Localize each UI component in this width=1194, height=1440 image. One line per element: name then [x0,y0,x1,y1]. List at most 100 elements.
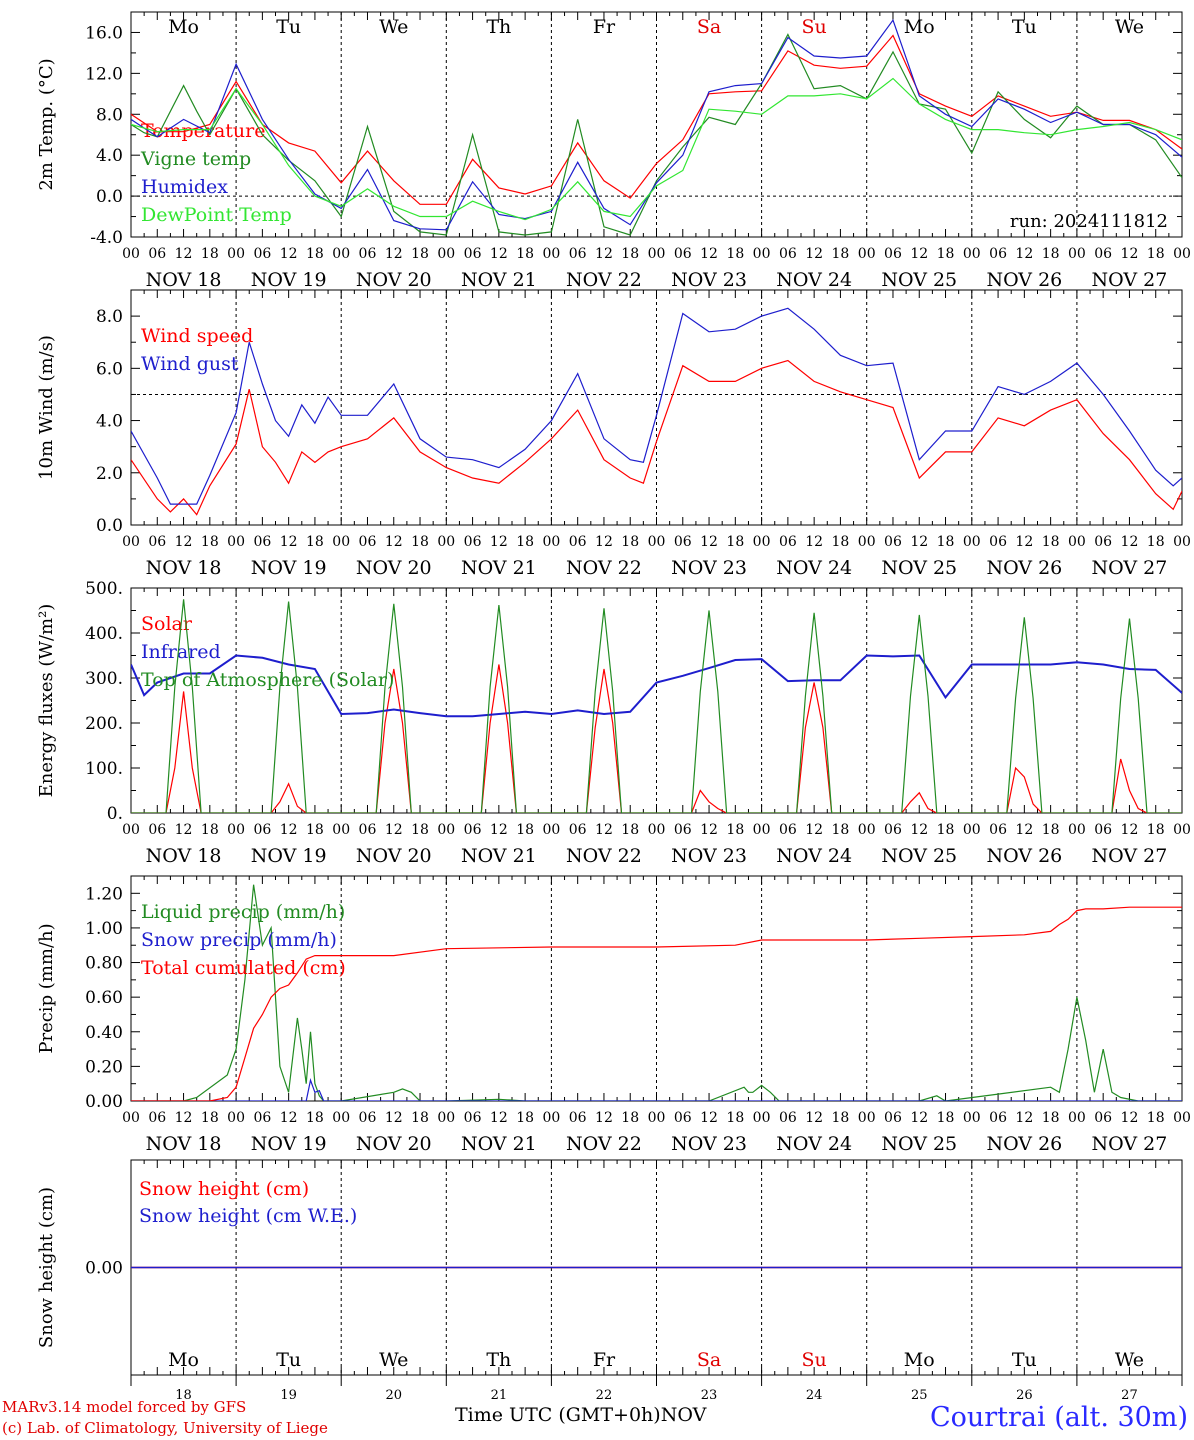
series-line-snow-precip-mm-h- [131,1078,1182,1101]
hour-label: 06 [884,534,902,550]
hour-label: 00 [753,822,771,838]
hour-label: 00 [1068,534,1086,550]
hour-label: 18 [1042,1110,1060,1126]
weekday-label-bottom: We [379,1349,408,1371]
weekday-label-top: We [379,16,408,38]
hour-label: 00 [542,1110,560,1126]
hour-label: 06 [884,246,902,262]
hour-label: 12 [385,534,403,550]
hour-label: 18 [832,246,850,262]
date-label: NOV 18 [146,557,222,579]
date-label: NOV 24 [776,557,852,579]
hour-label: 12 [805,534,823,550]
hour-label: 06 [253,534,271,550]
date-label: NOV 22 [566,1133,642,1155]
hour-label: 00 [437,822,455,838]
hour-label: 18 [937,534,955,550]
hour-label: 00 [753,1110,771,1126]
series-line-dewpoint-temp [131,77,1182,221]
hour-label: 18 [621,1110,639,1126]
date-label: NOV 24 [776,1133,852,1155]
hour-label: 06 [253,822,271,838]
y-tick-label: 0.00 [85,1259,123,1279]
hour-label: 18 [937,246,955,262]
date-label: NOV 22 [566,269,642,291]
hour-label: 18 [726,822,744,838]
hour-label: 12 [1015,1110,1033,1126]
legend-entry: Temperature [141,120,265,142]
hour-label: 00 [437,534,455,550]
date-label: NOV 27 [1092,845,1168,867]
hour-label: 00 [437,1110,455,1126]
hour-label: 18 [516,534,534,550]
y-tick-label: 200. [85,714,123,734]
hour-label: 00 [332,246,350,262]
panel-5: 0.00 Snow height (cm) Snow height (cm) Snow… [36,1159,1183,1376]
date-label: NOV 26 [986,557,1062,579]
hour-label: 12 [700,822,718,838]
model-credit: MARv3.14 model forced by GFS [2,1398,247,1416]
date-label: NOV 25 [881,1133,957,1155]
hour-label: 12 [1015,822,1033,838]
hour-label: 00 [858,534,876,550]
panel-4: 0.00 0.20 0.40 0.60 0.80 1.00 1.20 Precip (mm/h… [36,875,1191,1155]
hour-label: 18 [411,246,429,262]
hour-label: 00 [542,246,560,262]
weekday-label-bottom: Sa [697,1349,721,1371]
hour-label: 06 [674,822,692,838]
hour-label: 06 [779,822,797,838]
hour-label: 00 [542,822,560,838]
hour-label: 12 [700,1110,718,1126]
hour-label: 12 [175,1110,193,1126]
hour-label: 18 [1042,246,1060,262]
y-axis-label: 2m Temp. (°C) [36,58,57,190]
hour-label: 06 [1094,822,1112,838]
hour-label: 18 [516,1110,534,1126]
hour-label: 18 [832,534,850,550]
y-tick-label: 0.0 [96,516,123,536]
hour-label: 06 [569,246,587,262]
day-number: 19 [280,1388,297,1403]
hour-label: 06 [674,246,692,262]
weekday-label-top: Th [486,16,511,38]
weekday-label-bottom: Mo [904,1349,935,1371]
hour-label: 00 [1173,534,1191,550]
hour-label: 00 [542,534,560,550]
hour-label: 12 [910,822,928,838]
day-number: 22 [596,1388,613,1403]
legend-entry: Snow precip (mm/h) [141,929,337,951]
hour-label: 00 [227,534,245,550]
y-tick-label: 12.0 [85,64,123,84]
hour-label: 00 [332,534,350,550]
hour-label: 12 [595,246,613,262]
date-label: NOV 24 [776,845,852,867]
series-line-liquid-precip-mm-h- [131,884,1182,1101]
hour-label: 00 [1068,1110,1086,1126]
hour-label: 00 [858,246,876,262]
series-line-infrared [131,654,1182,718]
hour-label: 18 [201,822,219,838]
hour-label: 18 [832,822,850,838]
date-label: NOV 21 [461,845,537,867]
hour-label: 06 [989,246,1007,262]
hour-label: 12 [1121,246,1139,262]
weekday-label-bottom: Tu [276,1349,301,1371]
weekday-label-top: We [1115,16,1144,38]
legend-entry: DewPoint Temp [141,204,292,226]
hour-label: 12 [805,822,823,838]
hour-label: 18 [1147,822,1165,838]
day-number: 23 [701,1388,718,1403]
date-label: NOV 25 [881,845,957,867]
weekday-label-bottom: We [1115,1349,1144,1371]
y-tick-label: 100. [85,759,123,779]
weekday-label-bottom: Su [802,1349,827,1371]
date-label: NOV 19 [251,269,327,291]
date-label: NOV 18 [146,1133,222,1155]
hour-label: 00 [227,246,245,262]
series-line-total-cumulated-cm- [131,906,1182,1101]
hour-label: 12 [700,534,718,550]
hour-label: 06 [569,534,587,550]
hour-label: 00 [858,1110,876,1126]
hour-label: 00 [122,822,140,838]
hour-label: 00 [1173,246,1191,262]
